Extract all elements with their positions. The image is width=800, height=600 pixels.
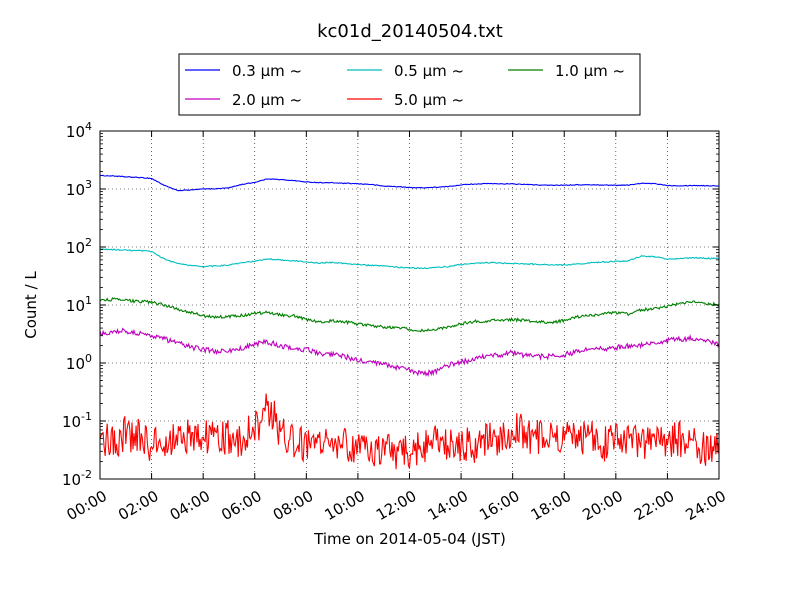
y-tick-exponent: 2 — [85, 236, 92, 249]
grid — [100, 131, 719, 479]
x-tick-label: 02:00 — [115, 487, 161, 524]
legend-item: 2.0 μm ~ — [185, 91, 302, 109]
axis-ticks — [99, 130, 720, 480]
legend-box — [178, 53, 641, 116]
y-tick-label: 102 — [66, 236, 92, 257]
x-tick-label: 06:00 — [218, 487, 264, 524]
series-line — [99, 393, 720, 470]
series-line — [99, 297, 720, 333]
series-line — [99, 174, 720, 192]
legend-item: 0.5 μm ~ — [347, 62, 464, 80]
x-tick-label: 08:00 — [270, 487, 316, 524]
legend-label: 5.0 μm ~ — [394, 91, 464, 109]
y-tick-base: 10 — [66, 123, 85, 141]
legend: 0.3 μm ~ 0.5 μm ~ 1.0 μm ~ 2.0 μm ~ 5.0 μm ~ — [178, 53, 641, 116]
series-line — [99, 327, 720, 378]
y-tick-exponent: 3 — [85, 178, 92, 191]
legend-label: 0.5 μm ~ — [394, 62, 464, 80]
y-tick-base: 10 — [66, 297, 85, 315]
legend-label: 0.3 μm ~ — [232, 62, 302, 80]
y-tick-base: 10 — [66, 355, 85, 373]
x-tick-label: 14:00 — [425, 487, 471, 524]
series-lines — [99, 174, 720, 470]
legend-item: 5.0 μm ~ — [347, 91, 464, 109]
y-tick-base: 10 — [62, 413, 81, 431]
y-tick-label: 100 — [66, 352, 92, 373]
y-tick-label: 10-2 — [62, 468, 92, 489]
legend-label: 1.0 μm ~ — [555, 62, 625, 80]
x-tick-label: 00:00 — [64, 487, 110, 524]
x-tick-label: 22:00 — [631, 487, 677, 524]
legend-label: 2.0 μm ~ — [232, 91, 302, 109]
legend-item: 1.0 μm ~ — [508, 62, 625, 80]
y-tick-exponent: -1 — [81, 410, 92, 423]
y-tick-base: 10 — [66, 181, 85, 199]
y-tick-label: 101 — [66, 294, 92, 315]
x-tick-label: 16:00 — [476, 487, 522, 524]
chart-title: kc01d_20140504.txt — [317, 21, 503, 42]
legend-item: 0.3 μm ~ — [185, 62, 302, 80]
x-tick-labels: 00:00 02:00 04:00 06:00 08:00 10:00 12:00 14:00… — [64, 487, 729, 524]
x-tick-label: 24:00 — [683, 487, 729, 524]
x-tick-label: 04:00 — [167, 487, 213, 524]
y-tick-label: 103 — [66, 178, 92, 199]
y-tick-exponent: 0 — [85, 352, 92, 365]
x-axis-label: Time on 2014-05-04 (JST) — [313, 530, 506, 548]
y-tick-exponent: 1 — [85, 294, 92, 307]
y-tick-exponent: 4 — [85, 120, 92, 133]
y-tick-base: 10 — [66, 239, 85, 257]
y-axis-label: Count / L — [22, 271, 40, 339]
x-tick-label: 18:00 — [528, 487, 574, 524]
series-line — [99, 248, 720, 270]
x-tick-label: 20:00 — [579, 487, 625, 524]
y-tick-label: 10-1 — [62, 410, 92, 431]
x-tick-label: 10:00 — [321, 487, 367, 524]
y-tick-base: 10 — [62, 471, 81, 489]
y-tick-label: 104 — [66, 120, 92, 141]
y-tick-exponent: -2 — [81, 468, 92, 481]
x-tick-label: 12:00 — [373, 487, 419, 524]
